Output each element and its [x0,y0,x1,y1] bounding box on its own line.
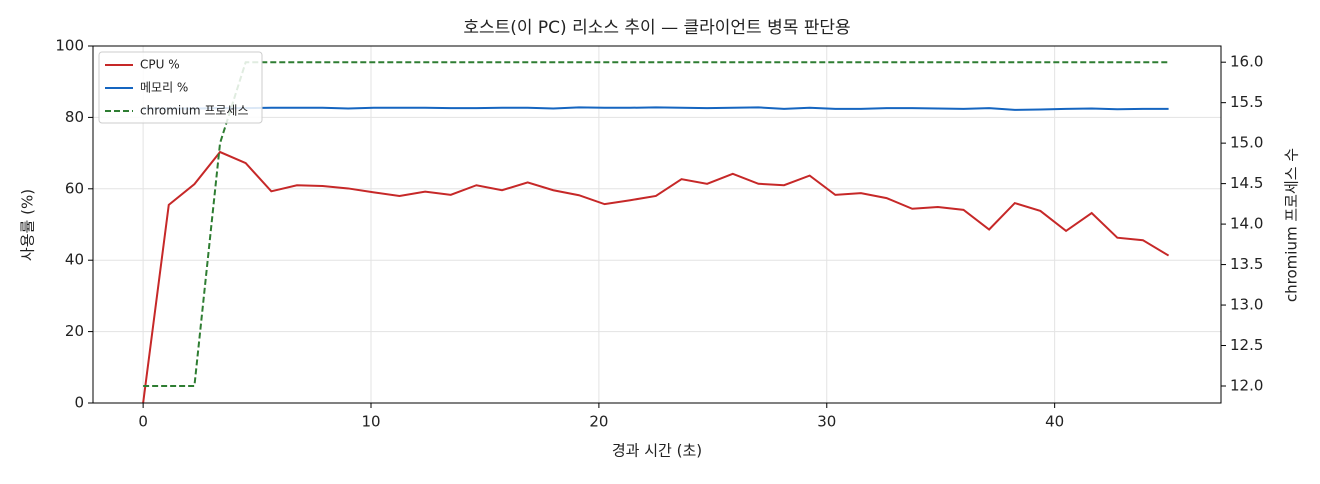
line-series [142,150,1170,404]
y2-tick-label: 16.0 [1230,53,1263,71]
x-tick-label: 0 [138,413,148,431]
y-tick-label: 40 [65,251,84,269]
x-tick-label: 20 [589,413,608,431]
legend-box [98,51,263,124]
y2-tick-label: 13.5 [1230,255,1263,273]
y-tick-label: 0 [74,394,84,412]
legend-label: 메모리 % [140,81,188,95]
y2-tick-label: 13.0 [1230,296,1263,314]
y-tick-label: 60 [65,179,84,197]
y-axis-label: 사용률 (%) [19,189,37,261]
legend-label: chromium 프로세스 [140,104,249,118]
y2-tick-label: 15.5 [1230,93,1263,111]
y-tick-label: 20 [65,322,84,340]
y-tick-label: 100 [55,37,84,55]
y2-tick-label: 12.0 [1230,377,1263,395]
x-tick-label: 40 [1045,413,1064,431]
legend-label: CPU % [140,58,180,72]
legend: CPU % 메모리 % chromium 프로세스 [98,51,263,124]
x-axis-label: 경과 시간 (초) [612,442,702,460]
chart-title: 호스트(이 PC) 리소스 추이 — 클라이언트 병목 판단용 [463,18,850,38]
y2-tick-label: 15.0 [1230,134,1263,152]
y-tick-label: 80 [65,108,84,126]
y2-tick-label: 14.5 [1230,174,1263,192]
y2-tick-label: 12.5 [1230,336,1263,354]
x-tick-label: 30 [817,413,836,431]
x-tick-label: 10 [361,413,380,431]
plot-frame [92,45,1222,404]
line-series [143,106,1169,111]
y2-tick-label: 14.0 [1230,215,1263,233]
y2-axis-label: chromium 프로세스 수 [1283,148,1301,302]
